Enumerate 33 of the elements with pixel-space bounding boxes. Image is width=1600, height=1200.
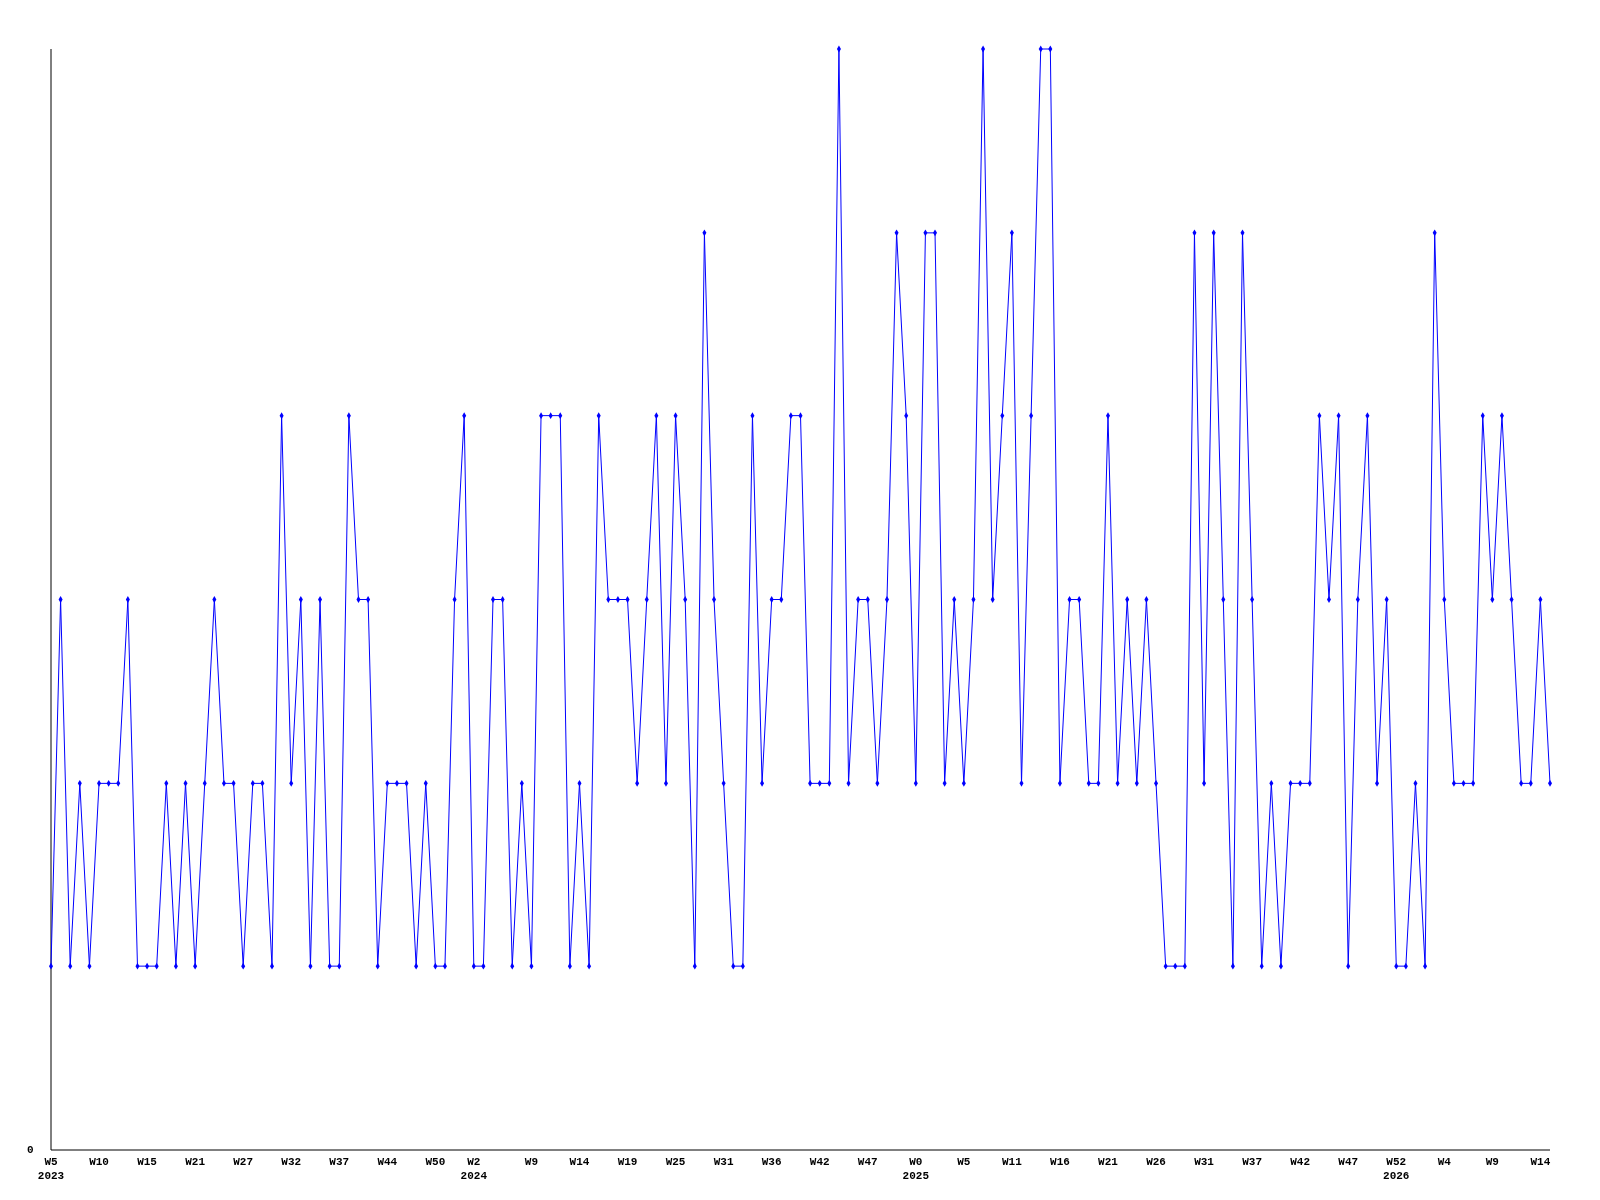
x-tick-label: W0 2025 <box>902 1156 930 1182</box>
x-tick-label: W14 <box>1530 1156 1551 1168</box>
x-tick-label: W31 <box>713 1156 734 1168</box>
x-tick-label: W31 <box>1194 1156 1215 1168</box>
x-tick-label: W37 <box>329 1156 350 1168</box>
x-tick-label: W25 <box>665 1156 686 1168</box>
x-tick-label: W15 <box>137 1156 158 1168</box>
x-tick-label: W19 <box>617 1156 638 1168</box>
x-tick-label: W10 <box>89 1156 109 1168</box>
x-tick-label: W9 <box>1485 1156 1499 1168</box>
x-tick-label: W9 <box>524 1156 539 1168</box>
x-tick-label: W21 <box>185 1156 206 1168</box>
x-tick-label: W52 2026 <box>1383 1156 1410 1182</box>
x-tick-label: W16 <box>1050 1156 1070 1168</box>
x-tick-label: W27 <box>233 1156 254 1168</box>
x-tick-label: W5 <box>957 1156 971 1168</box>
x-tick-label: W47 <box>1338 1156 1359 1168</box>
x-tick-label: W32 <box>281 1156 302 1168</box>
x-tick-label: W4 <box>1437 1156 1452 1168</box>
x-tick-label: W2 2024 <box>460 1156 488 1182</box>
x-tick-label: W5 2023 <box>37 1156 65 1182</box>
x-tick-label: W21 <box>1098 1156 1119 1168</box>
x-tick-label: W42 <box>809 1156 830 1168</box>
x-tick-label: W14 <box>569 1156 590 1168</box>
x-tick-label: W44 <box>377 1156 398 1168</box>
text: 0 <box>27 1144 34 1156</box>
x-tick-label: W26 <box>1146 1156 1166 1168</box>
x-tick-label: W42 <box>1290 1156 1311 1168</box>
x-tick-label: W50 <box>425 1156 446 1168</box>
x-tick-label: W36 <box>761 1156 782 1168</box>
x-tick-label: W47 <box>857 1156 878 1168</box>
x-tick-label: W37 <box>1242 1156 1263 1168</box>
x-tick-label: W11 <box>1001 1156 1023 1168</box>
